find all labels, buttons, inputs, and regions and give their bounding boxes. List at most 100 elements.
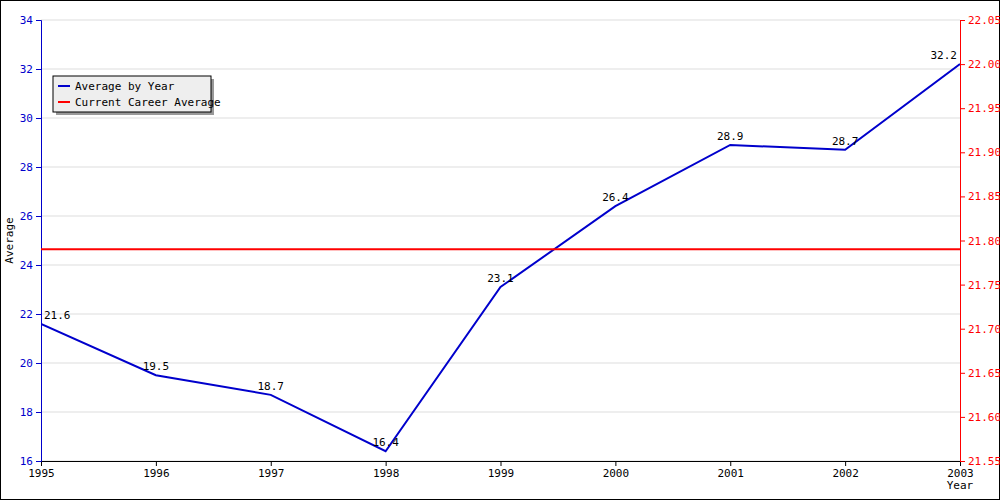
tick: 22 (20, 308, 41, 321)
tick-mark (960, 20, 965, 21)
tick-label: 21.60 (968, 411, 1000, 424)
data-label: 21.6 (44, 309, 71, 322)
tick-mark (730, 461, 731, 466)
tick-mark (960, 241, 965, 242)
tick-mark (960, 417, 965, 418)
tick: 21.65 (960, 367, 1000, 380)
axis-line (42, 462, 961, 467)
tick-label: 21.75 (968, 279, 1000, 292)
tick-mark (36, 412, 41, 413)
tick-label: 22 (20, 308, 33, 321)
plot-area (41, 64, 960, 451)
tick-mark (156, 461, 157, 466)
grid-line (41, 412, 960, 413)
data-label: 18.7 (258, 380, 285, 393)
data-label: 16.4 (372, 436, 399, 449)
tick: 2001 (718, 461, 745, 480)
tick: 21.80 (960, 235, 1000, 248)
data-label: 19.5 (143, 360, 170, 373)
tick-label: 1999 (488, 467, 515, 480)
legend-swatch (58, 85, 70, 87)
tick-label: 1997 (258, 467, 285, 480)
tick: 21.55 (960, 455, 1000, 468)
data-label: 28.9 (717, 130, 744, 143)
tick-mark (845, 461, 846, 466)
tick-mark (501, 461, 502, 466)
tick-label: 21.95 (968, 102, 1000, 115)
tick-label: 21.70 (968, 323, 1000, 336)
tick-label: 34 (20, 14, 34, 27)
data-label: 26.4 (602, 191, 629, 204)
tick-label: 21.90 (968, 146, 1000, 159)
data-labels: 21.619.518.716.423.126.428.928.732.2 (44, 49, 957, 449)
tick-label: 2002 (832, 467, 859, 480)
tick: 21.70 (960, 323, 1000, 336)
tick-mark (36, 167, 41, 168)
data-label: 32.2 (931, 49, 958, 62)
tick-label: 21.85 (968, 190, 1000, 203)
tick-mark (36, 20, 41, 21)
tick: 21.75 (960, 279, 1000, 292)
tick: 22.05 (960, 14, 1000, 27)
axis-line (36, 21, 42, 462)
grid-line (41, 20, 960, 21)
tick: 20 (20, 357, 41, 370)
grid-line (41, 216, 960, 217)
tick-mark (36, 265, 41, 266)
tick-mark (615, 461, 616, 466)
tick: 28 (20, 161, 41, 174)
tick-label: 22.05 (968, 14, 1000, 27)
grid-line (41, 69, 960, 70)
tick-mark (271, 461, 272, 466)
tick-mark (36, 461, 41, 462)
y2-axis: 21.55 21.60 21.65 21.70 21.75 21.80 21.85 21.90… (960, 14, 1000, 468)
tick-mark (960, 108, 965, 109)
legend-swatch (58, 101, 70, 103)
tick: 1998 (373, 461, 400, 480)
tick: 22.00 (960, 58, 1000, 71)
y-axis: 16 18 20 22 24 26 28 30 32 34 (20, 14, 42, 468)
tick-label: 1995 (28, 467, 55, 480)
tick-label: 21.65 (968, 367, 1000, 380)
legend: Average by Year Current Career Average (53, 76, 221, 115)
tick-mark (960, 461, 965, 462)
tick: 21.90 (960, 146, 1000, 159)
series-line (41, 248, 960, 250)
x-axis-title: Year (947, 479, 974, 492)
tick-label: 1998 (373, 467, 400, 480)
tick: 34 (20, 14, 41, 27)
tick: 18 (20, 406, 41, 419)
tick-label: 28 (20, 161, 33, 174)
tick-label: 2001 (718, 467, 745, 480)
series-line (41, 64, 960, 451)
tick: 21.60 (960, 411, 1000, 424)
axis-line (961, 21, 966, 462)
tick-mark (36, 216, 41, 217)
tick: 1996 (143, 461, 170, 480)
data-label: 28.7 (832, 135, 859, 148)
tick: 2000 (603, 461, 630, 480)
tick: 32 (20, 63, 41, 76)
tick-label: 2003 (947, 467, 974, 480)
tick-label: 22.00 (968, 58, 1000, 71)
tick-label: 20 (20, 357, 33, 370)
tick: 30 (20, 112, 41, 125)
tick-label: 16 (20, 455, 33, 468)
chart: 1995 1996 1997 1998 1999 2000 2001 2002 2003 16 18… (0, 0, 1000, 500)
tick: 2002 (832, 461, 859, 480)
tick: 1999 (488, 461, 515, 480)
tick-mark (36, 69, 41, 70)
tick-label: 26 (20, 210, 33, 223)
tick-mark (386, 461, 387, 466)
tick-label: 21.55 (968, 455, 1000, 468)
tick-label: 1996 (143, 467, 170, 480)
tick: 26 (20, 210, 41, 223)
legend-label: Current Career Average (75, 96, 221, 109)
tick-mark (36, 363, 41, 364)
tick-mark (960, 285, 965, 286)
legend-label: Average by Year (75, 80, 175, 93)
grid-line (41, 167, 960, 168)
tick: 21.85 (960, 190, 1000, 203)
tick-label: 24 (20, 259, 34, 272)
grid-line (41, 265, 960, 266)
